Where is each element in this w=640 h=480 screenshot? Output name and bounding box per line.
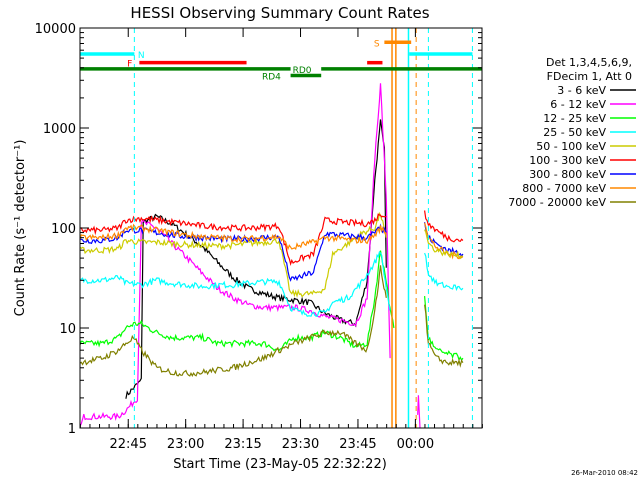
legend-header: FDecim 1, Att 0 [547,70,632,83]
legend-label: 300 - 800 keV [529,168,606,181]
legend-label: 50 - 100 keV [536,140,606,153]
y-tick-label: 10000 [35,22,76,37]
legend-label: 25 - 50 keV [543,126,606,139]
legend-label: 800 - 7000 keV [522,182,606,195]
series-line-1 [79,83,391,427]
post-gap-line-5 [424,296,464,362]
legend-label: 3 - 6 keV [557,84,606,97]
flag-label-2: RD0 [293,66,312,76]
x-tick-label: 22:45 [110,437,147,452]
flag-label-1: F [127,60,132,70]
series-line-7 [79,223,387,251]
flag-label-0: N [138,51,145,61]
y-tick-label: 100 [51,222,76,237]
flag-label-3: RD4 [262,72,281,82]
overlay-layer: NF RD0 RD4 S [80,28,482,428]
y-tick-label: 10 [59,322,76,337]
chart-title: HESSI Observing Summary Count Rates [130,4,429,22]
x-tick-label: 23:00 [167,437,204,452]
legend-label: 100 - 300 keV [529,154,606,167]
x-tick-label: 23:15 [224,437,261,452]
series-line-2 [79,250,395,352]
series-line-6 [79,223,387,282]
post-gap-line-0 [424,210,464,243]
legend-label: 12 - 25 keV [543,112,606,125]
x-tick-label: 23:45 [339,437,376,452]
flag-label-4: S [374,39,380,49]
x-tick-label: 23:30 [282,437,319,452]
legend: Det 1,3,4,5,6,9,FDecim 1, Att 03 - 6 keV… [508,56,636,209]
legend-header: Det 1,3,4,5,6,9, [546,56,632,69]
y-tick-label: 1000 [43,122,76,137]
post-gap-line-1 [424,222,464,258]
series-line-8 [79,265,387,377]
legend-label: 6 - 12 keV [550,98,606,111]
x-axis-label: Start Time (23-May-05 22:32:22) [173,457,387,472]
x-tick-label: 00:00 [397,437,434,452]
post-gap-line-3 [424,229,463,260]
y-tick-label: 1 [68,422,76,437]
post-gap-line-7 [417,395,421,429]
axes-layer: 1 10 100 1000 10000 22:45 23:00 23:15 23:30 23:45… [35,22,483,452]
series-line-4 [79,211,387,299]
legend-label: 7000 - 20000 keV [508,196,606,209]
series-line-3 [79,251,391,317]
post-gap-line-4 [424,252,464,292]
post-gap-line-6 [424,304,464,368]
y-axis-label: Count Rate (s⁻¹ detector⁻¹) [13,140,28,317]
series-layer [79,83,464,429]
series-line-5 [79,213,387,267]
timestamp: 26-Mar-2010 08:42 [571,469,638,477]
